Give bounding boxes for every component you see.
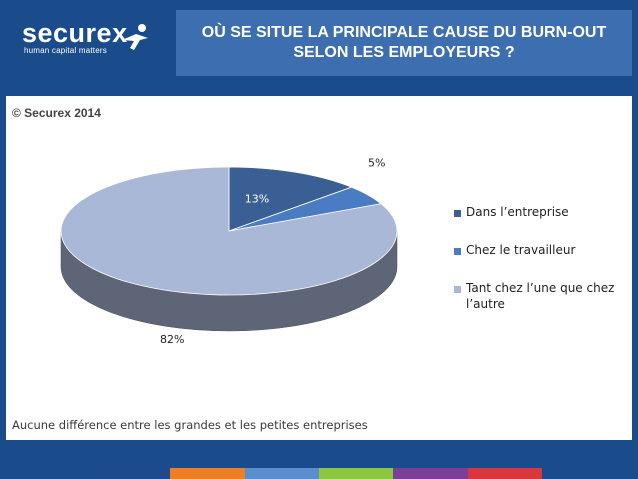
page-title: OÙ SE SITUE LA PRINCIPALE CAUSE DU BURN-… xyxy=(201,24,607,61)
legend-swatch xyxy=(454,210,461,217)
bottom-bar-segment xyxy=(244,468,319,479)
title-box: OÙ SE SITUE LA PRINCIPALE CAUSE DU BURN-… xyxy=(176,10,632,76)
data-label-2: 82% xyxy=(160,333,184,346)
data-label-1: 5% xyxy=(368,156,385,169)
legend-label: Tant chez l’une que chez l’autre xyxy=(466,281,615,311)
pie-slice-2 xyxy=(60,166,398,296)
data-label-0: 13% xyxy=(245,193,269,206)
bottom-bar-segment xyxy=(170,468,245,479)
chart-legend: Dans l’entreprise Chez le travailleur Tant… xyxy=(454,204,630,334)
logo-tagline: human capital matters xyxy=(24,46,107,55)
pie-chart: 13% 5% 82% xyxy=(60,156,398,346)
logo-text: securex xyxy=(22,18,128,48)
chart-panel: © Securex 2014 13% 5% 82% Dans l’entrepris… xyxy=(6,96,632,440)
legend-item: Chez le travailleur xyxy=(454,242,630,258)
bottom-bar-segment xyxy=(393,468,468,479)
legend-label: Dans l’entreprise xyxy=(466,205,569,219)
legend-item: Tant chez l’une que chez l’autre xyxy=(454,280,630,312)
securex-logo: securex human capital matters xyxy=(22,18,152,62)
bottom-bar-segment xyxy=(467,468,542,479)
legend-swatch xyxy=(454,248,461,255)
legend-item: Dans l’entreprise xyxy=(454,204,630,220)
header: securex human capital matters OÙ SE SITU… xyxy=(0,0,638,86)
bottom-bar-segment xyxy=(318,468,394,479)
bottom-bar-segment xyxy=(96,468,171,479)
bottom-color-bar xyxy=(96,468,542,479)
footnote: Aucune différence entre les grandes et l… xyxy=(12,418,368,432)
logo-figure-icon xyxy=(122,24,148,50)
legend-label: Chez le travailleur xyxy=(466,243,576,257)
pie-slice-0 xyxy=(228,166,353,232)
legend-swatch xyxy=(454,286,461,293)
copyright-text: © Securex 2014 xyxy=(12,106,101,120)
